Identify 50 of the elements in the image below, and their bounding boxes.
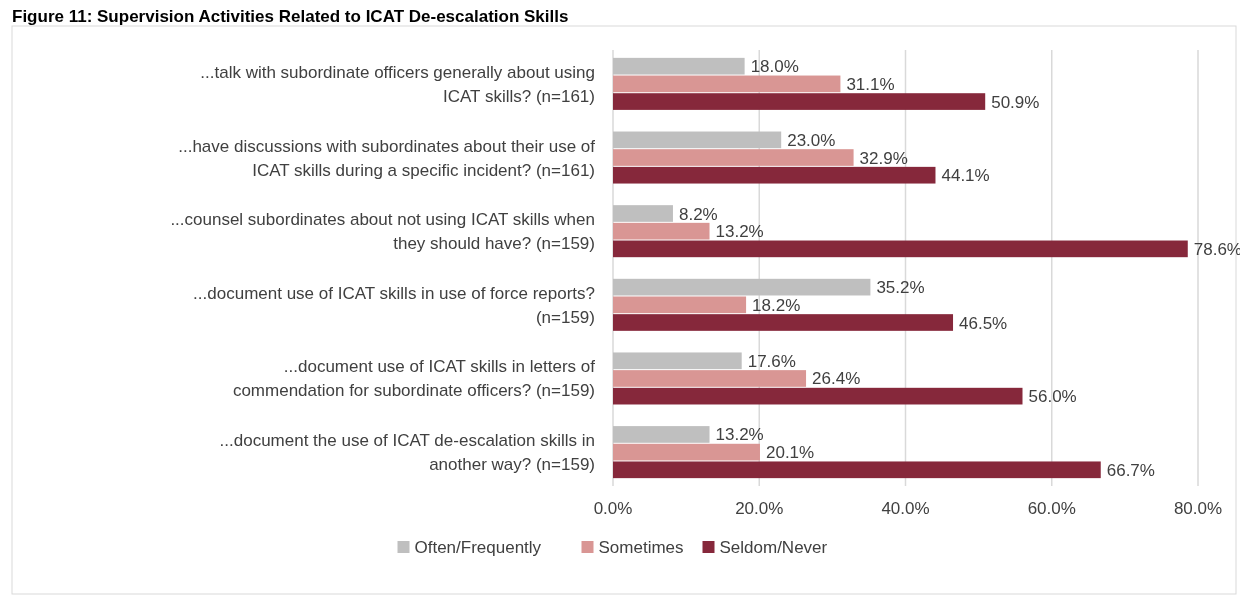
x-tick-label: 20.0% — [735, 499, 784, 518]
data-label: 44.1% — [941, 166, 990, 186]
legend-label: Often/Frequently — [414, 538, 542, 557]
data-label: 23.0% — [787, 130, 836, 150]
data-label: 46.5% — [959, 313, 1008, 333]
bar — [613, 387, 1023, 405]
data-label: 26.4% — [812, 369, 861, 389]
data-label: 18.2% — [752, 295, 801, 315]
bar — [613, 370, 807, 387]
bar — [613, 75, 841, 93]
y-tick-label: ...counsel subordinates about not using ICAT skills when they should have? (n=159) — [170, 210, 595, 254]
bar — [613, 461, 1101, 479]
bar — [613, 314, 954, 331]
bar — [613, 278, 871, 296]
legend-label: Sometimes — [598, 538, 684, 557]
data-label: 35.2% — [876, 278, 925, 298]
bar — [613, 443, 760, 461]
y-tick-label: ...document use of ICAT skills in use of force reports? (n=159) — [193, 283, 595, 327]
data-label: 8.2% — [678, 204, 718, 224]
x-tick-label: 0.0% — [593, 499, 633, 518]
legend-label: Seldom/Never — [719, 538, 828, 557]
text: Figure 11: Supervision Activities Related to ICAT De-escalation Skills — [12, 7, 569, 26]
x-tick-label: 40.0% — [881, 499, 930, 518]
data-label: 31.1% — [846, 74, 895, 94]
data-label: 17.6% — [747, 351, 796, 371]
bar — [613, 93, 986, 110]
x-tick-label: 80.0% — [1173, 499, 1223, 518]
data-label: 50.9% — [991, 92, 1040, 112]
data-label: 13.2% — [715, 222, 764, 242]
bar — [613, 166, 936, 184]
bar — [613, 205, 673, 222]
bar — [613, 131, 782, 149]
bar — [613, 57, 745, 75]
bar — [613, 296, 747, 314]
data-label: 66.7% — [1106, 460, 1155, 480]
bar — [613, 426, 710, 443]
data-label: 56.0% — [1028, 387, 1077, 407]
y-tick-label: ...document the use of ICAT de-escalation skills in another way? (n=159) — [219, 431, 595, 475]
y-tick-label: ...document use of ICAT skills in letters of commendation for subordinate officers? (n=159) — [232, 357, 596, 401]
data-label: 13.2% — [715, 425, 764, 445]
data-label: 18.0% — [750, 57, 799, 77]
bar — [613, 240, 1188, 258]
y-tick-label: ...have discussions with subordinates about their use of ICAT skills during a specific incident? (n=161) — [178, 136, 596, 180]
y-tick-label: ...talk with subordinate officers generally about using ICAT skills? (n=161) — [200, 62, 595, 106]
data-label: 32.9% — [859, 148, 908, 168]
bar — [613, 149, 854, 166]
data-label: 20.1% — [765, 443, 815, 463]
x-tick-label: 60.0% — [1027, 499, 1076, 518]
bar — [613, 352, 742, 370]
bar — [613, 222, 710, 240]
